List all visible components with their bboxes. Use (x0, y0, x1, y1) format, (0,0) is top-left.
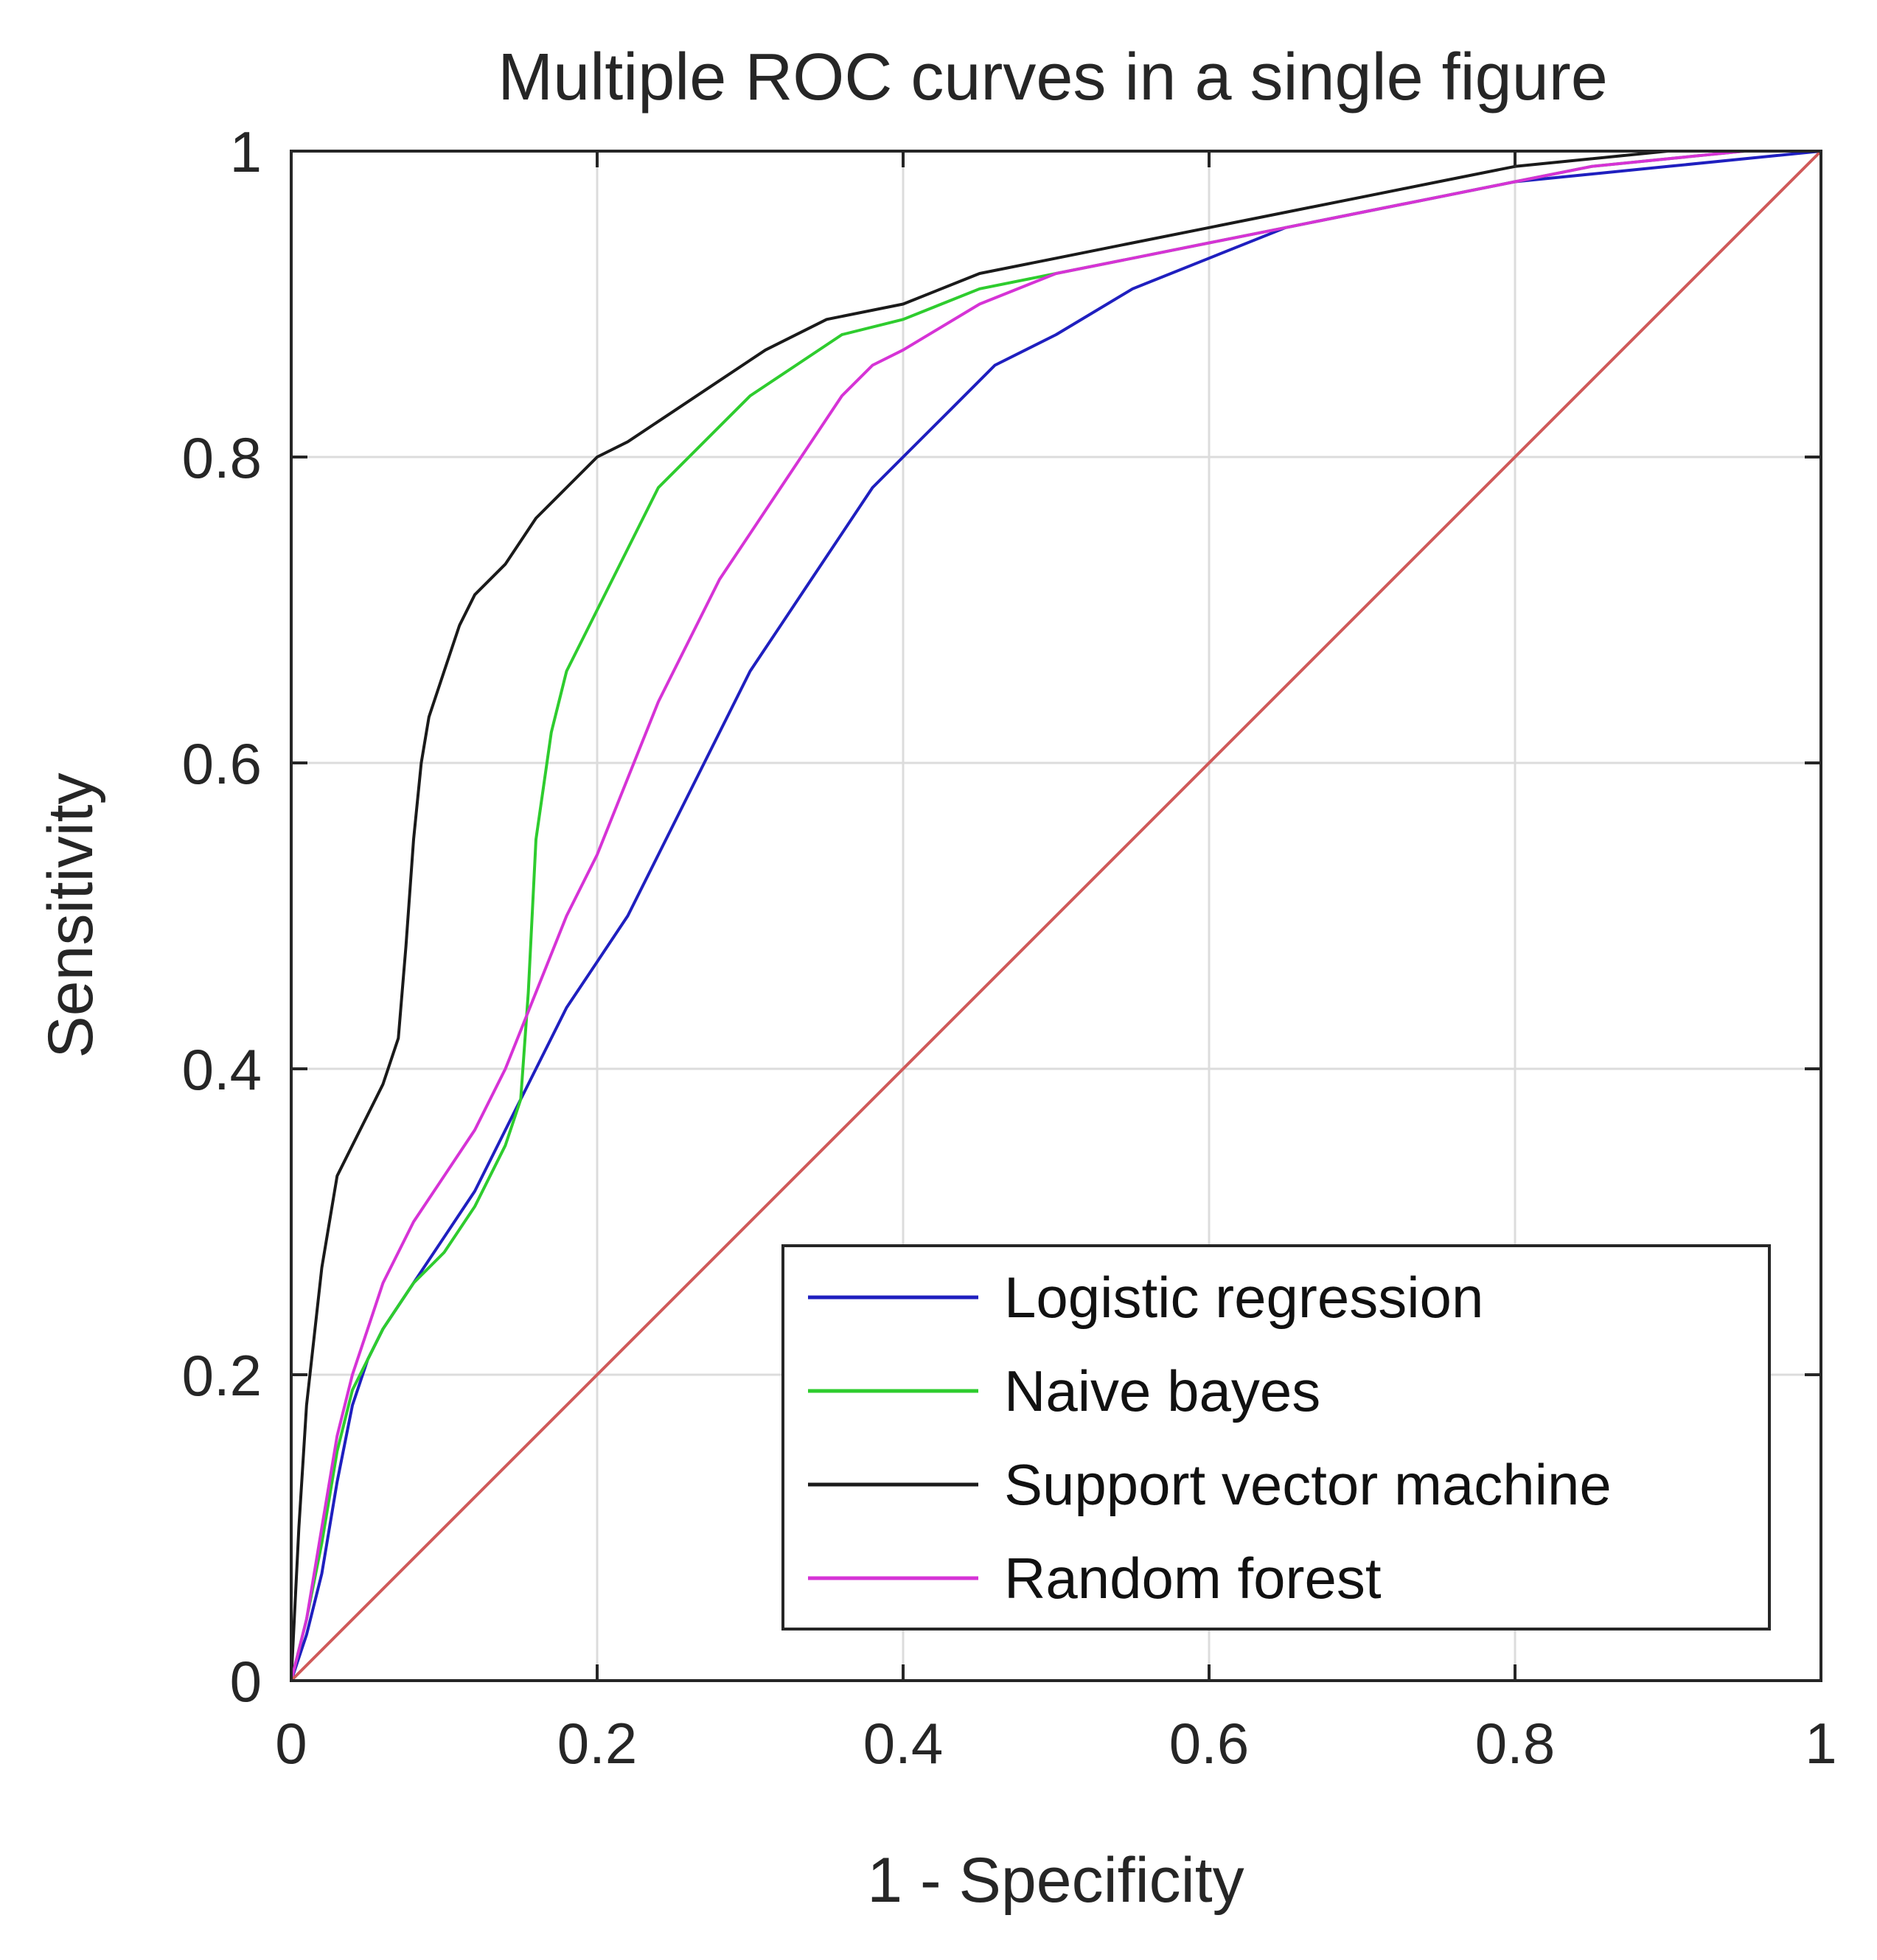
legend: Logistic regression Naive bayes Support ve… (781, 1244, 1771, 1631)
x-tick-label: 0 (275, 1711, 307, 1776)
x-tick-label: 0.2 (557, 1711, 637, 1776)
x-tick-label: 0.4 (863, 1711, 943, 1776)
y-tick-label: 0.8 (182, 425, 262, 490)
y-tick-label: 0 (230, 1649, 262, 1714)
y-tick-label: 0.6 (182, 731, 262, 796)
y-tick-labels: 0 0.2 0.4 0.6 0.8 1 (182, 119, 262, 1714)
y-axis-label: Sensitivity (35, 773, 106, 1058)
x-tick-labels: 0 0.2 0.4 0.6 0.8 1 (275, 1711, 1836, 1776)
series-line-reference (290, 150, 1822, 1682)
chart-title: Multiple ROC curves in a single figure (498, 41, 1608, 114)
legend-label-logistic-regression: Logistic regression (1004, 1265, 1483, 1330)
x-tick-label: 0.8 (1475, 1711, 1555, 1776)
legend-box (781, 1244, 1771, 1631)
series-lines (290, 150, 1822, 1682)
x-tick-label: 1 (1805, 1711, 1836, 1776)
axis-ticks (290, 150, 1822, 1682)
legend-label-random-forest: Random forest (1004, 1546, 1382, 1611)
legend-label-naive-bayes: Naive bayes (1004, 1359, 1320, 1423)
series-line-support-vector-machine (290, 150, 1822, 1682)
y-tick-label: 0.4 (182, 1037, 262, 1102)
plot-frame (290, 150, 1822, 1682)
y-tick-label: 0.2 (182, 1343, 262, 1408)
x-tick-label: 0.6 (1169, 1711, 1249, 1776)
y-tick-label: 1 (230, 119, 262, 184)
legend-label-support-vector-machine: Support vector machine (1004, 1452, 1612, 1517)
series-line-random-forest (290, 150, 1822, 1682)
x-axis-label: 1 - Specificity (867, 1845, 1244, 1916)
